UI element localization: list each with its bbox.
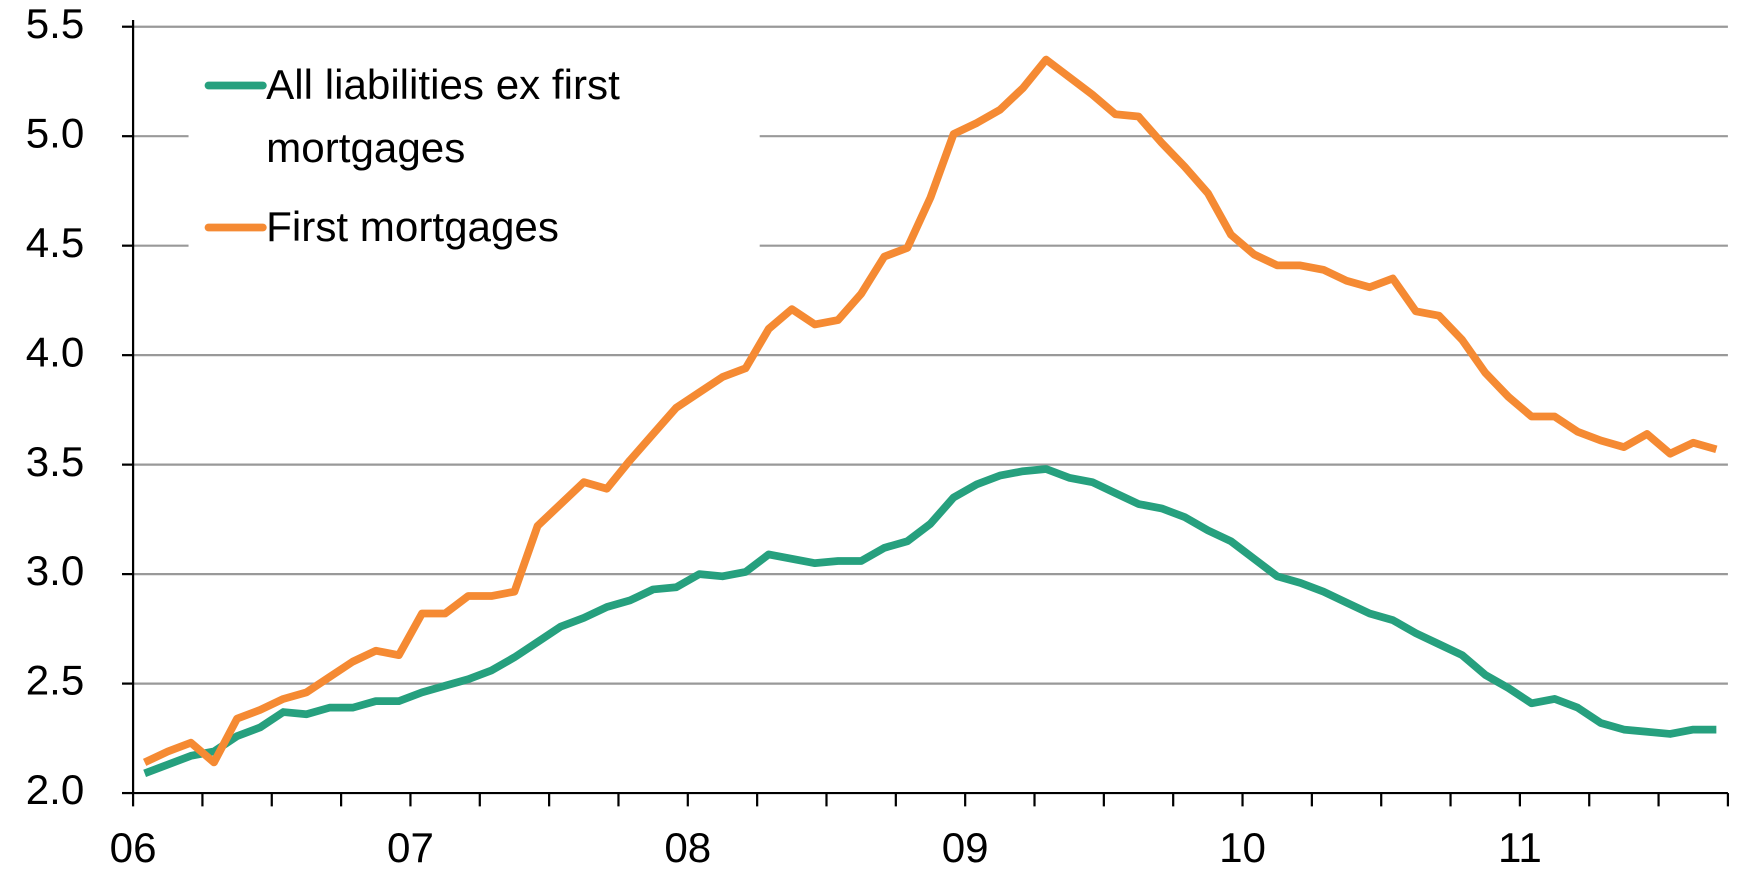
y-tick-label: 4.0 xyxy=(26,328,85,375)
x-tick-label: 11 xyxy=(1498,824,1542,871)
legend-entry: First mortgages xyxy=(266,204,559,251)
data-line xyxy=(143,465,1717,777)
y-tick-label: 3.5 xyxy=(26,438,85,485)
x-tick-label: 10 xyxy=(1219,824,1266,871)
x-tick-label: 08 xyxy=(664,824,711,871)
x-tick-label: 07 xyxy=(387,824,434,871)
data-line xyxy=(142,55,1718,767)
y-tick-label: 5.0 xyxy=(26,109,85,156)
y-tick-label: 2.5 xyxy=(26,657,85,704)
y-tick-label: 5.5 xyxy=(26,0,85,47)
y-tick-label: 2.0 xyxy=(26,766,85,813)
y-tick-label: 4.5 xyxy=(26,219,85,266)
legend-entry: All liabilities ex first mortgages xyxy=(266,62,620,172)
y-tick-label: 3.0 xyxy=(26,547,85,594)
legend-label: All liabilities ex first mortgages xyxy=(266,62,620,172)
x-tick-label: 09 xyxy=(942,824,989,871)
legend-box xyxy=(188,44,760,267)
x-tick-label: 06 xyxy=(110,824,157,871)
legend-label: First mortgages xyxy=(266,204,559,251)
